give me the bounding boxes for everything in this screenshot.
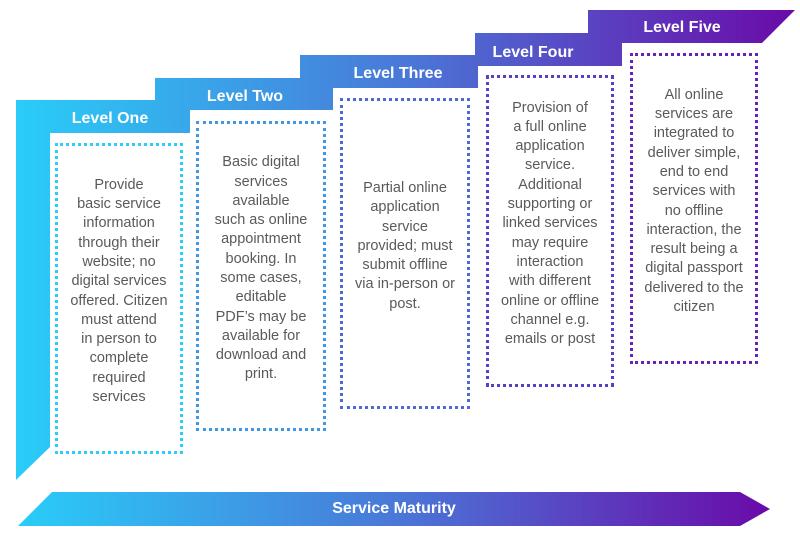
level-three-box: Partial online application service provi… (340, 98, 470, 409)
level-one-description: Provide basic service information throug… (70, 176, 168, 405)
level-four-title: Level Four (492, 44, 574, 61)
level-five-box: All online services are integrated to de… (630, 53, 758, 364)
level-two-box: Basic digital services available such as… (196, 121, 326, 431)
level-three-description: Partial online application service provi… (355, 179, 455, 312)
service-maturity-label: Service Maturity (332, 500, 456, 517)
level-five-title: Level Five (643, 19, 721, 36)
level-four-description: Provision of a full online application s… (500, 99, 600, 348)
service-maturity-arrow (18, 492, 770, 526)
level-one-box: Provide basic service information throug… (55, 143, 183, 454)
level-four-box: Provision of a full online application s… (486, 75, 614, 387)
level-five-description: All online services are integrated to de… (644, 86, 744, 315)
level-two-title: Level Two (206, 88, 284, 105)
level-one-title: Level One (71, 110, 149, 127)
level-three-title: Level Three (353, 65, 443, 82)
level-two-description: Basic digital services available such as… (214, 154, 308, 383)
